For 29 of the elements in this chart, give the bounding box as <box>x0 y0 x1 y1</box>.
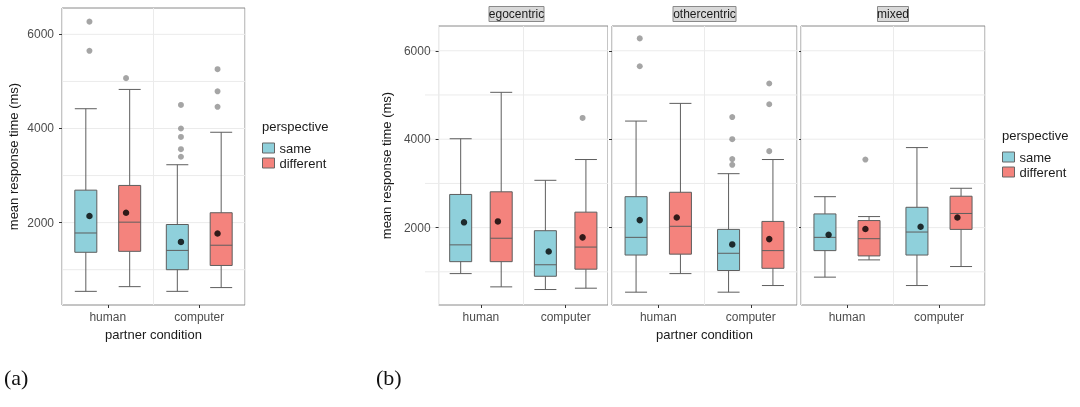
legend-label: different <box>279 155 327 171</box>
x-tick-label: human <box>89 310 127 324</box>
x-tick-label: human <box>462 310 500 324</box>
legend-label: same <box>1019 149 1052 165</box>
y-axis-title: mean response time (ms) <box>379 91 394 240</box>
text: (a) <box>4 364 29 390</box>
chart-title: egocentric <box>488 7 545 21</box>
x-tick-label: computer <box>725 310 776 324</box>
y-tick-label: 4000 <box>27 121 55 136</box>
x-tick-label: computer <box>540 310 591 324</box>
legend-title: perspective <box>262 118 329 134</box>
y-tick-label: 6000 <box>27 27 55 42</box>
legend-title: perspective <box>1002 127 1069 143</box>
chart-title: mixed <box>876 7 910 21</box>
legend-label: different <box>1019 164 1067 180</box>
x-axis-title: partner condition <box>656 326 753 342</box>
legend-label: same <box>279 140 312 156</box>
x-tick-label: human <box>828 310 866 324</box>
text: (b) <box>376 364 402 390</box>
y-tick-label: 2000 <box>403 220 431 235</box>
x-tick-label: human <box>639 310 677 324</box>
y-tick-label: 6000 <box>403 43 431 58</box>
y-tick-label: 4000 <box>403 132 431 147</box>
y-tick-label: 2000 <box>27 215 55 230</box>
x-tick-label: computer <box>174 310 225 324</box>
y-axis-title: mean response time (ms) <box>6 82 21 231</box>
x-axis-title: partner condition <box>105 326 202 342</box>
x-tick-label: computer <box>913 310 965 324</box>
chart-title: othercentric <box>673 7 736 21</box>
